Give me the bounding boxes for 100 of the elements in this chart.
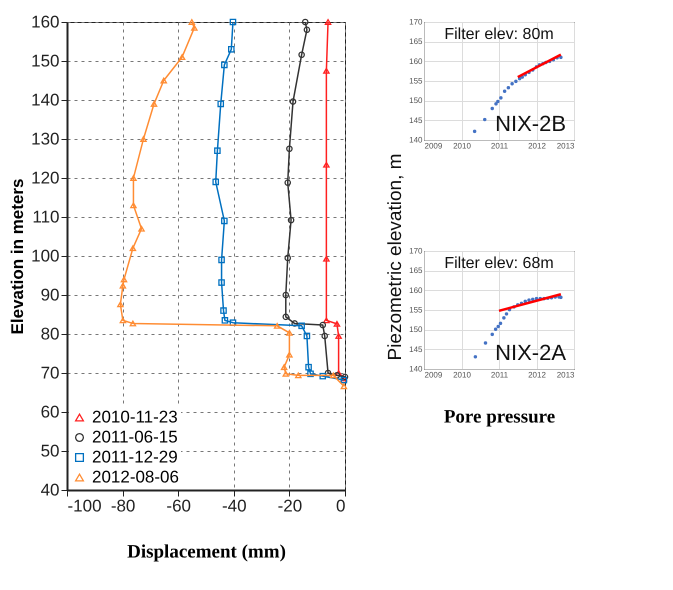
point bbox=[298, 322, 305, 330]
y-tick-label: 145 bbox=[409, 344, 424, 354]
x-axis-title: Displacement (mm) bbox=[127, 542, 286, 562]
y-tick-label: 70 bbox=[40, 364, 60, 382]
x-tick-label: -20 bbox=[278, 496, 302, 516]
point bbox=[321, 332, 328, 340]
y-tick-label: 155 bbox=[409, 306, 424, 314]
point bbox=[212, 178, 220, 186]
x-tick-label: 2011 bbox=[490, 370, 509, 380]
point bbox=[324, 370, 332, 376]
point bbox=[323, 162, 330, 168]
y-tick-label: 50 bbox=[40, 442, 60, 460]
y-tick-label: 155 bbox=[409, 76, 424, 86]
point bbox=[230, 319, 236, 326]
point bbox=[304, 332, 310, 340]
point bbox=[221, 62, 228, 68]
point bbox=[178, 54, 186, 60]
point bbox=[288, 216, 294, 224]
y-tick-label: 80 bbox=[40, 324, 60, 344]
x-tick-label: 2010 bbox=[453, 370, 472, 380]
point bbox=[323, 256, 330, 262]
point bbox=[150, 100, 158, 107]
y-tick-label: 150 bbox=[409, 96, 424, 106]
point bbox=[340, 383, 348, 390]
x-tick-label: -80 bbox=[110, 496, 136, 516]
point bbox=[117, 301, 124, 308]
x-tick-label: 2013 bbox=[556, 142, 576, 150]
annotation: NIX-2A bbox=[495, 340, 566, 365]
x-tick-label: 2009 bbox=[424, 142, 443, 150]
point bbox=[323, 317, 330, 324]
point bbox=[140, 136, 147, 142]
y-tick-label: 165 bbox=[409, 37, 424, 46]
point bbox=[130, 245, 136, 252]
y-tick-label: 165 bbox=[409, 266, 424, 276]
y-tick-label: 130 bbox=[31, 130, 60, 148]
x-tick-label: 2011 bbox=[490, 142, 509, 150]
point bbox=[130, 320, 136, 326]
point bbox=[188, 19, 196, 25]
point bbox=[295, 372, 302, 378]
point bbox=[304, 26, 310, 34]
point bbox=[138, 226, 145, 232]
point bbox=[222, 317, 228, 324]
y-tick-label: 150 bbox=[409, 325, 424, 334]
x-tick-label: -40 bbox=[222, 496, 247, 516]
point bbox=[130, 175, 137, 181]
point bbox=[280, 364, 288, 370]
y-tick-label: 40 bbox=[40, 480, 60, 500]
point bbox=[290, 98, 296, 105]
x-tick-label: 2013 bbox=[556, 370, 576, 380]
point bbox=[284, 254, 292, 262]
point bbox=[307, 370, 314, 378]
x-tick-label: 2012 bbox=[528, 142, 546, 150]
y-tick-label: 160 bbox=[409, 286, 424, 295]
point bbox=[319, 372, 326, 380]
point bbox=[323, 68, 330, 74]
point bbox=[282, 314, 290, 320]
x-tick-label: 0 bbox=[336, 496, 346, 516]
point bbox=[217, 100, 224, 108]
legend-label: 2011-06-15 bbox=[92, 428, 178, 446]
point bbox=[120, 276, 128, 282]
y-tick-label: 110 bbox=[32, 208, 60, 226]
x-tick-label: 2010 bbox=[453, 142, 472, 150]
point bbox=[282, 292, 290, 298]
point bbox=[228, 46, 235, 53]
point bbox=[218, 256, 225, 264]
point bbox=[120, 317, 126, 324]
point bbox=[286, 352, 293, 358]
point bbox=[298, 51, 305, 58]
annotation: NIX-2B bbox=[495, 111, 566, 136]
point bbox=[330, 372, 337, 378]
y-tick-label: 160 bbox=[409, 56, 424, 66]
point bbox=[274, 322, 280, 329]
y-tick-label: 160 bbox=[31, 12, 60, 32]
y-tick-label: 170 bbox=[409, 18, 424, 26]
point bbox=[335, 333, 342, 339]
point bbox=[160, 78, 168, 84]
x-tick-label: 2012 bbox=[528, 370, 546, 380]
point bbox=[130, 202, 137, 208]
point bbox=[221, 218, 228, 224]
y-tick-label: 150 bbox=[31, 52, 60, 70]
y-tick-label: 145 bbox=[409, 116, 424, 125]
annotation: Filter elev: 68m bbox=[444, 255, 554, 272]
point bbox=[218, 279, 225, 286]
y-tick-label: 140 bbox=[31, 90, 60, 110]
y-tick-label: 100 bbox=[31, 246, 60, 266]
x-tick-label: -60 bbox=[166, 496, 191, 516]
point bbox=[230, 18, 236, 26]
point bbox=[305, 364, 312, 370]
y-tick-label: 60 bbox=[40, 402, 60, 422]
x-tick-label: 2009 bbox=[424, 370, 443, 380]
point bbox=[214, 147, 221, 154]
legend-label: 2011-12-29 bbox=[92, 448, 178, 466]
point bbox=[284, 179, 292, 186]
x-axis-title: Pore pressure bbox=[444, 406, 556, 428]
point bbox=[282, 370, 290, 377]
y-tick-label: 140 bbox=[409, 136, 424, 144]
legend-label: 2010-11-23 bbox=[92, 408, 178, 426]
legend-label: 2012-08-06 bbox=[92, 468, 179, 486]
y-tick-label: 170 bbox=[409, 246, 424, 256]
point bbox=[120, 282, 126, 289]
